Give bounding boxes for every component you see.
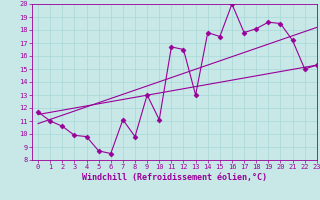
X-axis label: Windchill (Refroidissement éolien,°C): Windchill (Refroidissement éolien,°C) — [82, 173, 267, 182]
